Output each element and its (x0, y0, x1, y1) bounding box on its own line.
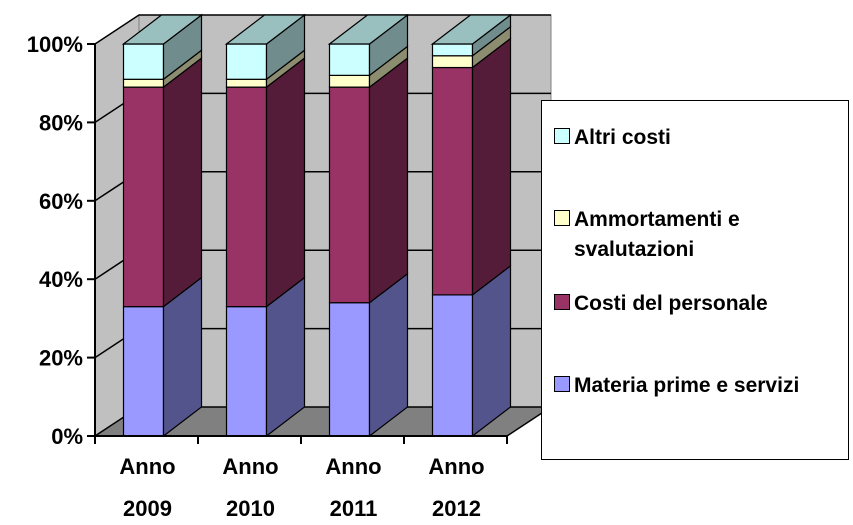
bar-front (225, 86, 268, 308)
legend-swatch-altri-costi (554, 128, 570, 144)
bar-side (471, 264, 512, 438)
y-tick-label: 60% (39, 189, 83, 214)
x-tick-label: Anno (428, 454, 484, 479)
bar-segment (122, 13, 203, 81)
bar-front (431, 55, 474, 69)
legend-item-materia-prime: Materia prime e servizi (554, 371, 834, 401)
legend-label-costi-personale: Costi del personale (574, 292, 768, 315)
x-tick-label: Anno (119, 454, 175, 479)
y-tick-label: 40% (39, 267, 83, 292)
legend-swatch-costi-personale (554, 294, 570, 310)
bar-top (430, 14, 513, 45)
bar-segment (225, 276, 306, 438)
y-tick-label: 0% (51, 424, 83, 449)
bar-front (122, 78, 165, 88)
bar-side (162, 56, 203, 308)
bar-segment (122, 56, 203, 308)
bar-side (471, 37, 512, 297)
legend-swatch-ammortamenti (554, 210, 570, 226)
x-tick-label: 2009 (123, 496, 172, 521)
y-tick-label: 20% (39, 346, 83, 371)
legend-item-ammortamenti: Ammortamenti e svalutazioni (554, 205, 834, 265)
bar-segment (328, 56, 409, 304)
bar-front (431, 43, 474, 57)
bar-front (431, 66, 474, 296)
chart-legend: Altri costi Ammortamenti e svalutazioni … (541, 100, 849, 460)
bar-segment (225, 13, 306, 81)
bar-segment (225, 56, 306, 308)
bar-front (225, 306, 268, 437)
bar-front (328, 43, 371, 76)
bar-top (327, 14, 410, 45)
y-tick-label: 100% (27, 32, 83, 57)
legend-swatch-materia-prime (554, 376, 570, 392)
x-tick-label: Anno (325, 454, 381, 479)
legend-item-altri-costi: Altri costi (554, 123, 834, 153)
bar-front (225, 43, 268, 80)
x-tick-label: Anno (222, 454, 278, 479)
bar-front (122, 306, 165, 437)
bar-top (224, 14, 307, 45)
bar-front (328, 302, 371, 437)
bar-segment (328, 13, 409, 77)
bar-front (431, 294, 474, 437)
bar-segment (431, 37, 512, 297)
bar-segment (328, 272, 409, 438)
bar-front (225, 78, 268, 88)
x-tick-label: 2010 (226, 496, 275, 521)
bar-side (265, 56, 306, 308)
bar-segment (122, 276, 203, 438)
legend-item-costi-personale: Costi del personale (554, 289, 834, 319)
gridline (94, 14, 551, 45)
x-tick-label: 2012 (432, 496, 481, 521)
bar-front (122, 43, 165, 80)
x-tick-label: 2011 (330, 496, 378, 521)
bar-front (122, 86, 165, 308)
legend-label-altri-costi: Altri costi (574, 126, 671, 149)
legend-label-ammortamenti: Ammortamenti e svalutazioni (574, 208, 740, 261)
bar-top (121, 14, 204, 45)
bar-front (328, 74, 371, 88)
legend-label-materia-prime: Materia prime e servizi (574, 374, 800, 397)
bar-front (328, 86, 371, 304)
bar-side (368, 56, 409, 304)
y-tick-label: 80% (39, 110, 83, 135)
